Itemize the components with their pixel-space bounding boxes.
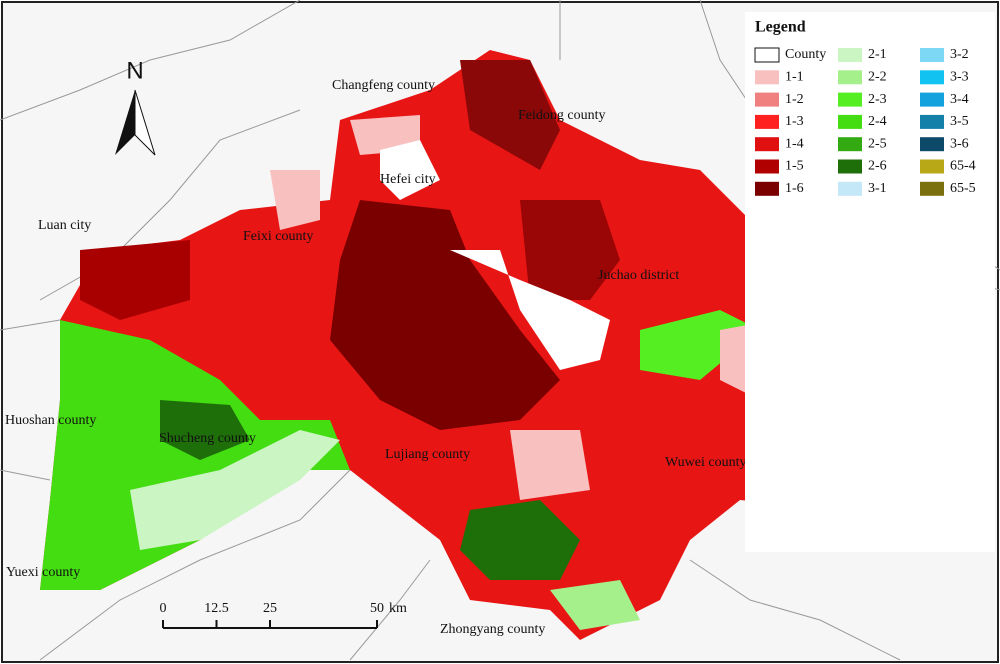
place-label: Lujiang county bbox=[385, 447, 470, 462]
legend-label: 2-5 bbox=[868, 136, 887, 151]
place-label: Feidong county bbox=[518, 108, 606, 123]
scale-label: 50 bbox=[370, 601, 384, 616]
legend-label: County bbox=[785, 47, 826, 62]
legend-swatch bbox=[920, 137, 944, 152]
class-region bbox=[510, 430, 590, 500]
place-label: Hefei city bbox=[380, 172, 436, 187]
legend: County 1-1 1-2 1-3 1-4 1-5 1-6 2-1 2-2 2-3 2-4 2-5 2… bbox=[754, 47, 976, 196]
legend-label: 2-3 bbox=[868, 92, 887, 107]
scale-label: 0 bbox=[160, 601, 167, 616]
legend-swatch bbox=[838, 48, 862, 62]
legend-swatch bbox=[920, 114, 944, 129]
legend-label: 1-5 bbox=[785, 159, 804, 174]
legend-box bbox=[745, 12, 995, 552]
class-region bbox=[640, 310, 760, 380]
place-label: Feixi county bbox=[243, 229, 313, 244]
legend-label: 65-5 bbox=[950, 181, 976, 196]
class-region bbox=[80, 240, 190, 320]
class-region bbox=[460, 60, 560, 170]
legend-swatch bbox=[838, 159, 862, 174]
city-area bbox=[380, 140, 440, 200]
place-label: Shucheng county bbox=[159, 431, 256, 446]
legend-label: 2-6 bbox=[868, 159, 887, 174]
place-label: Juchao district bbox=[598, 268, 679, 283]
legend-label: 1-2 bbox=[785, 92, 804, 107]
legend-label: 1-3 bbox=[785, 114, 804, 129]
legend-swatch bbox=[838, 137, 862, 152]
legend-swatch bbox=[755, 114, 779, 129]
legend-label: 2-1 bbox=[868, 47, 887, 62]
legend-label: 3-4 bbox=[950, 92, 969, 107]
legend-swatch bbox=[838, 70, 862, 85]
legend-swatch bbox=[920, 92, 944, 107]
scale-label: 25 bbox=[263, 601, 277, 616]
legend-label: 1-1 bbox=[785, 70, 804, 85]
scale-label: 12.5 bbox=[204, 601, 229, 616]
legend-swatch bbox=[755, 159, 779, 174]
legend-label: 65-4 bbox=[950, 159, 976, 174]
legend-swatch bbox=[920, 70, 944, 85]
legend-label: 3-3 bbox=[950, 70, 969, 85]
legend-title: Legend bbox=[755, 19, 806, 36]
legend-label: 2-2 bbox=[868, 70, 887, 85]
class-region bbox=[550, 580, 640, 630]
legend-label: 3-2 bbox=[950, 47, 969, 62]
legend-swatch bbox=[838, 114, 862, 129]
legend-swatch bbox=[754, 47, 780, 63]
legend-swatch bbox=[838, 181, 862, 196]
legend-swatch bbox=[755, 137, 779, 152]
legend-label: 1-4 bbox=[785, 136, 804, 151]
class-region bbox=[330, 200, 560, 430]
north-arrow: N bbox=[115, 57, 156, 156]
place-label: Changfeng county bbox=[332, 78, 435, 93]
legend-label: 1-6 bbox=[785, 181, 804, 196]
place-label: Zhongyang county bbox=[440, 622, 545, 637]
legend-swatch bbox=[755, 181, 779, 196]
lake bbox=[450, 250, 610, 370]
scale-unit: km bbox=[389, 601, 407, 616]
legend-swatch bbox=[838, 92, 862, 107]
class-region bbox=[130, 430, 340, 550]
place-label: Huoshan county bbox=[5, 413, 96, 428]
scale-bar: 0 12.5 25 50 km bbox=[160, 601, 407, 629]
class-region bbox=[160, 400, 250, 460]
place-label: Yuexi county bbox=[6, 565, 80, 580]
legend-swatch bbox=[755, 92, 779, 107]
place-label: Luan city bbox=[38, 218, 91, 233]
legend-swatch bbox=[920, 159, 944, 174]
class-region bbox=[270, 170, 320, 230]
legend-label: 2-4 bbox=[868, 114, 887, 129]
legend-swatch bbox=[920, 181, 944, 196]
class-region bbox=[520, 200, 620, 300]
legend-label: 3-6 bbox=[950, 136, 969, 151]
legend-label: 3-1 bbox=[868, 181, 887, 196]
class-region bbox=[460, 500, 580, 580]
legend-swatch bbox=[920, 48, 944, 62]
legend-label: 3-5 bbox=[950, 114, 969, 129]
legend-swatch bbox=[755, 70, 779, 85]
north-label: N bbox=[126, 57, 143, 84]
place-label: Wuwei county bbox=[665, 455, 746, 470]
